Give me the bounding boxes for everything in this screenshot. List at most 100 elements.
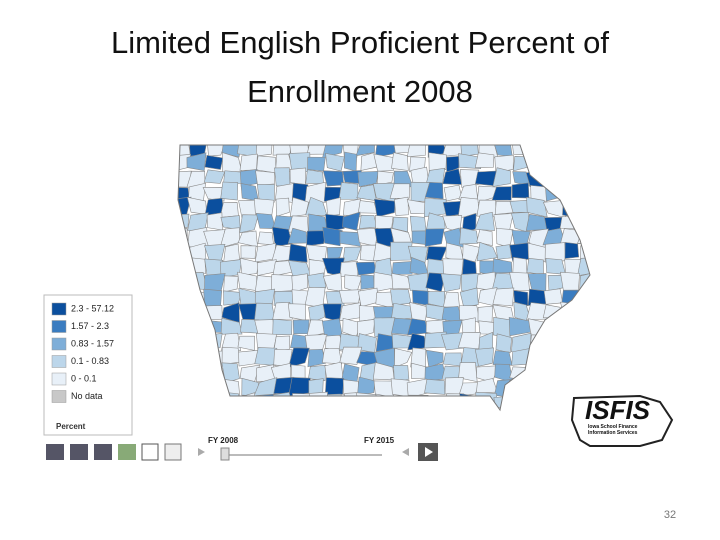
district bbox=[409, 215, 427, 233]
district bbox=[272, 302, 293, 320]
district bbox=[510, 211, 531, 234]
district bbox=[220, 332, 242, 352]
district bbox=[178, 277, 187, 293]
legend-label: No data bbox=[71, 391, 103, 401]
district bbox=[288, 407, 312, 410]
district bbox=[492, 287, 515, 307]
district bbox=[406, 199, 426, 214]
district bbox=[547, 348, 565, 368]
district bbox=[355, 145, 375, 157]
legend-swatch bbox=[51, 337, 67, 351]
district bbox=[291, 273, 308, 293]
district bbox=[543, 334, 566, 352]
district bbox=[527, 378, 548, 394]
prev-arrow[interactable] bbox=[198, 448, 205, 456]
district bbox=[292, 319, 310, 335]
district bbox=[476, 229, 493, 247]
district bbox=[204, 305, 223, 320]
timeline-handle[interactable] bbox=[220, 447, 230, 461]
district bbox=[178, 363, 192, 384]
legend-swatch bbox=[51, 320, 67, 333]
district bbox=[564, 242, 580, 259]
district bbox=[477, 305, 493, 323]
district bbox=[509, 376, 530, 398]
district bbox=[492, 258, 513, 274]
tool-button[interactable] bbox=[70, 444, 88, 460]
district bbox=[206, 145, 226, 157]
district bbox=[443, 407, 464, 410]
district bbox=[580, 333, 590, 351]
district bbox=[342, 246, 362, 263]
district bbox=[203, 169, 226, 184]
district bbox=[495, 228, 514, 248]
district bbox=[475, 378, 498, 394]
district bbox=[423, 198, 448, 218]
district bbox=[390, 241, 413, 261]
district bbox=[178, 392, 191, 410]
district bbox=[542, 151, 566, 173]
district bbox=[255, 393, 275, 410]
district bbox=[544, 379, 567, 394]
district bbox=[390, 395, 412, 410]
district bbox=[304, 181, 326, 204]
tool-button[interactable] bbox=[118, 444, 136, 460]
district bbox=[391, 407, 413, 410]
district bbox=[272, 318, 293, 336]
district bbox=[356, 184, 377, 202]
district bbox=[492, 167, 511, 187]
timeline-end: FY 2015 bbox=[364, 436, 395, 445]
district bbox=[424, 378, 446, 395]
district bbox=[325, 213, 345, 233]
district bbox=[339, 231, 361, 247]
district bbox=[288, 377, 311, 397]
legend-label: 2.3 - 57.12 bbox=[71, 303, 114, 313]
district bbox=[178, 304, 192, 322]
district bbox=[306, 145, 327, 155]
district bbox=[256, 155, 277, 174]
toolbar bbox=[46, 443, 438, 461]
district bbox=[476, 241, 498, 262]
district bbox=[373, 153, 395, 172]
district bbox=[511, 182, 530, 199]
district bbox=[446, 155, 460, 174]
district bbox=[578, 199, 590, 216]
tool-button[interactable] bbox=[164, 443, 182, 461]
tool-button[interactable] bbox=[46, 444, 64, 460]
legend-label: 0.83 - 1.57 bbox=[71, 338, 114, 348]
district bbox=[440, 273, 462, 293]
district bbox=[307, 156, 326, 172]
district bbox=[186, 152, 207, 171]
district bbox=[343, 198, 361, 217]
district bbox=[531, 407, 549, 410]
logo-subtitle: Iowa School Finance Information Services bbox=[588, 424, 638, 436]
district bbox=[458, 153, 482, 169]
district bbox=[288, 243, 308, 263]
district bbox=[223, 243, 241, 263]
district bbox=[256, 184, 275, 203]
district bbox=[491, 186, 512, 201]
logo-name: ISFIS bbox=[585, 395, 651, 425]
district bbox=[543, 288, 564, 305]
district bbox=[185, 336, 209, 352]
district bbox=[203, 288, 223, 309]
district bbox=[206, 212, 223, 231]
play-icon bbox=[425, 447, 433, 457]
district bbox=[545, 407, 561, 410]
district bbox=[527, 152, 547, 170]
legend-title: Percent bbox=[56, 422, 86, 431]
tool-button[interactable] bbox=[141, 443, 159, 461]
district bbox=[495, 333, 513, 354]
legend-swatch bbox=[51, 302, 67, 316]
district bbox=[559, 318, 584, 337]
tool-button[interactable] bbox=[94, 444, 112, 460]
district bbox=[508, 392, 532, 410]
district bbox=[526, 257, 544, 276]
district bbox=[561, 331, 583, 351]
district bbox=[393, 364, 410, 383]
next-arrow[interactable] bbox=[402, 448, 409, 456]
district bbox=[474, 152, 495, 168]
district bbox=[512, 411, 531, 428]
district bbox=[424, 331, 447, 349]
district bbox=[426, 167, 446, 186]
